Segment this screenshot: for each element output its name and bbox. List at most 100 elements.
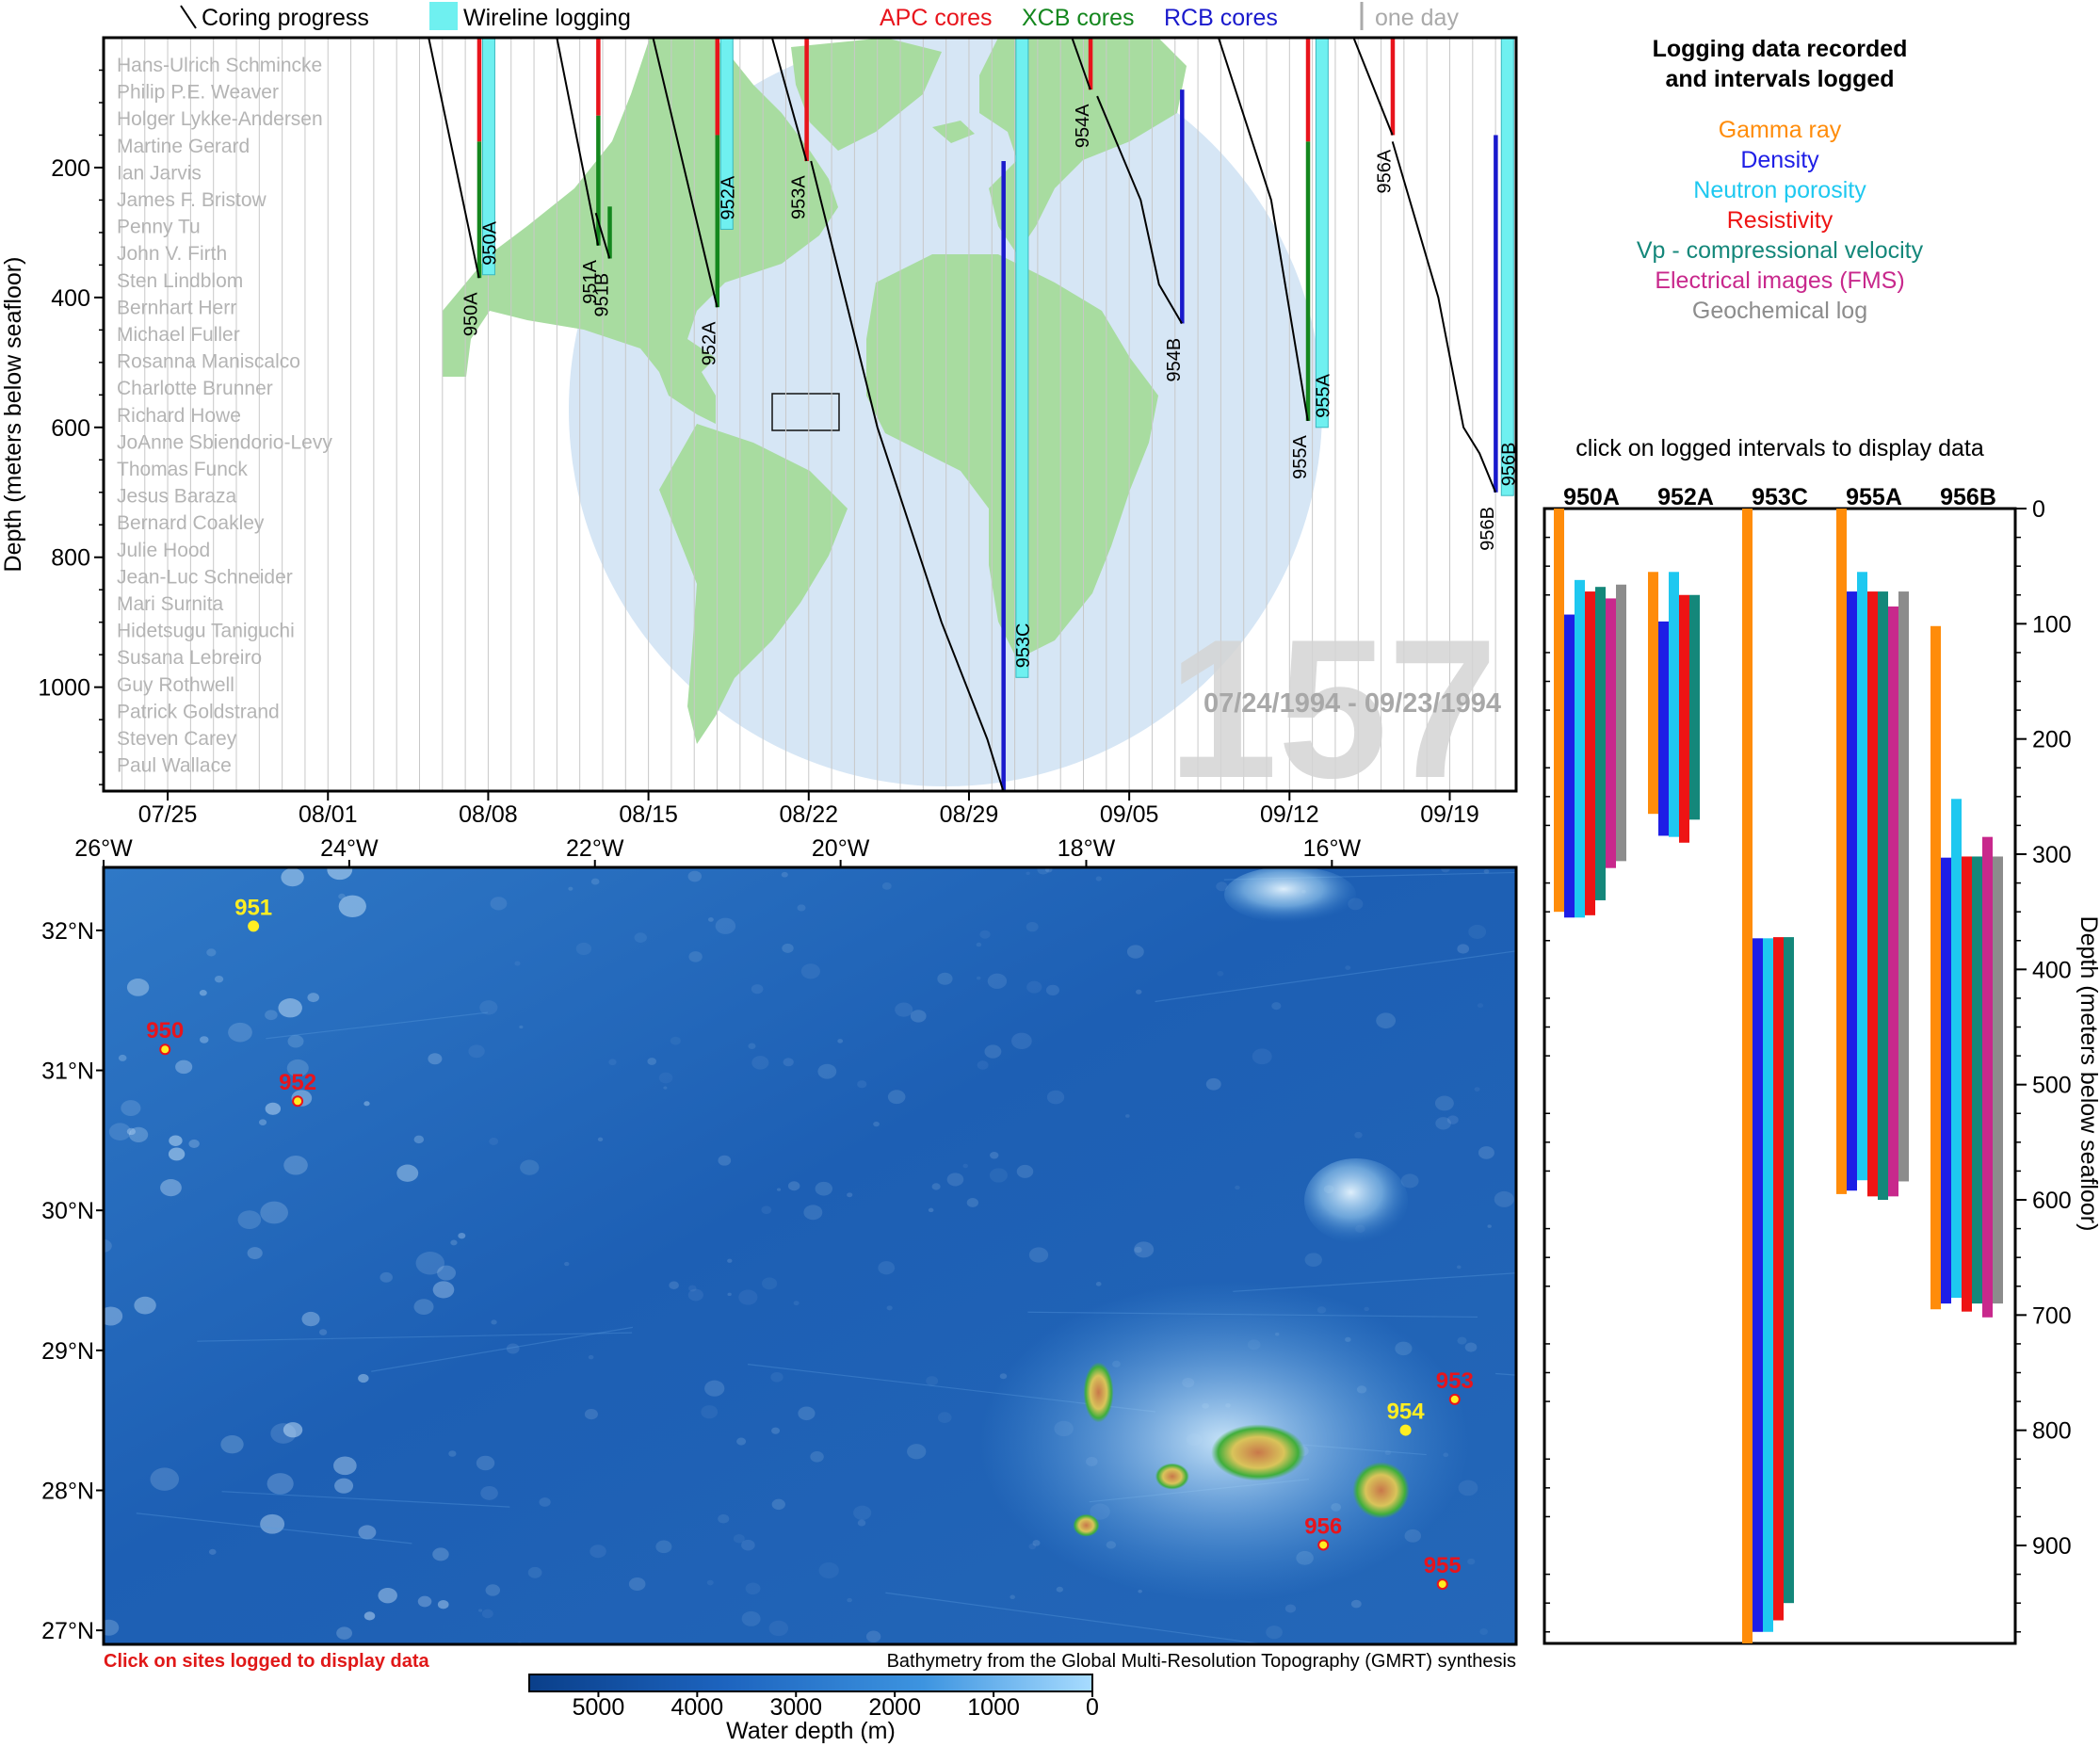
seamount bbox=[437, 1600, 449, 1610]
logged-interval-vp[interactable] bbox=[1972, 856, 1982, 1304]
log-y-tick-label: 700 bbox=[2032, 1302, 2072, 1329]
seamount bbox=[793, 1301, 800, 1306]
drill-sites[interactable]: 951 950 952 953 954 956 955 bbox=[146, 895, 1474, 1591]
drill-site-marker[interactable] bbox=[1317, 1539, 1330, 1551]
seamount bbox=[733, 1533, 745, 1544]
logged-interval-density[interactable] bbox=[1847, 591, 1857, 1191]
logged-interval-density[interactable] bbox=[1941, 857, 1951, 1304]
logged-interval-gamma[interactable] bbox=[1836, 509, 1847, 1194]
seamount bbox=[481, 1609, 493, 1619]
logged-interval-resistivity[interactable] bbox=[1679, 594, 1689, 843]
seamount bbox=[432, 1281, 455, 1299]
seamount bbox=[278, 998, 302, 1018]
logged-interval-density[interactable] bbox=[1564, 614, 1575, 918]
drill-site-marker[interactable] bbox=[1448, 1393, 1461, 1405]
log-y-tick-label: 500 bbox=[2032, 1073, 2072, 1099]
fracture-zone bbox=[885, 1592, 1269, 1644]
fracture-zone bbox=[1233, 1272, 1516, 1292]
seamount bbox=[701, 1405, 719, 1419]
lat-tick-label: 30°N bbox=[41, 1198, 94, 1224]
lon-tick-label: 24°W bbox=[320, 835, 379, 862]
seamount bbox=[663, 1086, 668, 1090]
seamount bbox=[770, 1371, 783, 1383]
logged-interval-gamma[interactable] bbox=[1554, 509, 1564, 913]
logged-interval-fms[interactable] bbox=[1888, 606, 1898, 1197]
seamount bbox=[134, 1296, 156, 1315]
seamount bbox=[761, 1277, 778, 1290]
seamount bbox=[1354, 1131, 1363, 1139]
seamount bbox=[160, 1179, 182, 1197]
logged-interval-density[interactable] bbox=[1753, 938, 1763, 1632]
logged-interval-resistivity[interactable] bbox=[1585, 591, 1595, 915]
logged-interval-geochem[interactable] bbox=[1898, 591, 1909, 1182]
seamount bbox=[260, 1201, 288, 1224]
seamount bbox=[199, 990, 207, 996]
logged-interval-neutron[interactable] bbox=[1951, 799, 1962, 1298]
seamount bbox=[989, 1168, 1008, 1183]
logged-interval-neutron[interactable] bbox=[1669, 572, 1679, 837]
seamount bbox=[727, 1258, 733, 1263]
lat-tick-label: 28°N bbox=[41, 1478, 94, 1504]
seamount bbox=[432, 1547, 449, 1561]
seamount bbox=[489, 1138, 499, 1145]
seamount bbox=[798, 1406, 816, 1421]
seamount bbox=[1271, 1002, 1282, 1011]
logged-interval-neutron[interactable] bbox=[1857, 572, 1867, 1181]
seamount bbox=[817, 1063, 837, 1079]
logged-interval-vp[interactable] bbox=[1878, 591, 1888, 1201]
seamount bbox=[977, 1060, 989, 1070]
seamount bbox=[977, 976, 981, 980]
logged-interval-vp[interactable] bbox=[1689, 594, 1700, 820]
log-legend-gamma: Gamma ray bbox=[1719, 117, 1842, 143]
drill-site-label: 950 bbox=[146, 1018, 184, 1043]
logged-interval-vp[interactable] bbox=[1784, 937, 1794, 1604]
logged-interval-neutron[interactable] bbox=[1763, 938, 1773, 1632]
logged-interval-geochem[interactable] bbox=[1616, 584, 1626, 862]
seamount bbox=[984, 1044, 1002, 1059]
coring-progress-line bbox=[1391, 141, 1497, 493]
core-segment-apc bbox=[804, 38, 809, 162]
drill-site-marker[interactable] bbox=[159, 1043, 171, 1056]
wireline-label: 955A bbox=[1313, 373, 1333, 417]
logged-interval-gamma[interactable] bbox=[1742, 509, 1753, 1643]
scientist-name: Sten Lindblom bbox=[117, 270, 243, 292]
seamount bbox=[413, 1299, 434, 1315]
seamount bbox=[608, 1059, 617, 1066]
seamount bbox=[658, 1072, 673, 1084]
timeline-frame bbox=[102, 36, 1518, 793]
seamount bbox=[520, 1159, 540, 1175]
seamount bbox=[1350, 1599, 1362, 1609]
log-y-tick-label: 100 bbox=[2032, 611, 2072, 638]
logged-interval-fms[interactable] bbox=[1982, 836, 1993, 1318]
seamount bbox=[448, 1450, 457, 1457]
logged-interval-gamma[interactable] bbox=[1648, 572, 1658, 815]
timeline-ylabel: Depth (meters below seafloor) bbox=[0, 257, 26, 573]
core-segment-rcb bbox=[1180, 89, 1185, 324]
land-greenland bbox=[791, 38, 942, 151]
logged-interval-fms[interactable] bbox=[1606, 598, 1616, 868]
timeline-axes: 200 400 600 800 1000 07/25 08/01 08/08 08/15 08/2… bbox=[38, 69, 1479, 828]
logged-interval-bars[interactable]: 950A 952A 953C 955A 956B bbox=[1554, 484, 2003, 1643]
drill-site-marker[interactable] bbox=[1436, 1578, 1448, 1591]
logged-interval-gamma[interactable] bbox=[1930, 625, 1941, 1310]
logged-interval-neutron[interactable] bbox=[1575, 579, 1585, 918]
drill-site-marker[interactable] bbox=[292, 1095, 304, 1108]
logged-interval-resistivity[interactable] bbox=[1867, 591, 1878, 1197]
logging-frame bbox=[1543, 507, 2017, 1645]
seamount bbox=[1364, 1306, 1369, 1312]
logged-interval-geochem[interactable] bbox=[1993, 856, 2003, 1304]
hole-label: 951B bbox=[591, 273, 612, 317]
logged-interval-resistivity[interactable] bbox=[1773, 937, 1784, 1621]
hole-label: 954B bbox=[1164, 338, 1185, 382]
logged-interval-resistivity[interactable] bbox=[1962, 856, 1972, 1312]
seamount bbox=[1134, 1246, 1142, 1254]
seamount bbox=[687, 1288, 703, 1302]
seamount bbox=[895, 1002, 913, 1017]
logged-interval-vp[interactable] bbox=[1595, 587, 1606, 900]
x-tick-label: 08/08 bbox=[459, 801, 518, 828]
seamount bbox=[628, 1577, 646, 1592]
seamount bbox=[527, 1566, 542, 1578]
logged-interval-density[interactable] bbox=[1658, 621, 1669, 836]
scientist-name: Martine Gerard bbox=[117, 136, 250, 157]
seamount bbox=[188, 1139, 200, 1148]
